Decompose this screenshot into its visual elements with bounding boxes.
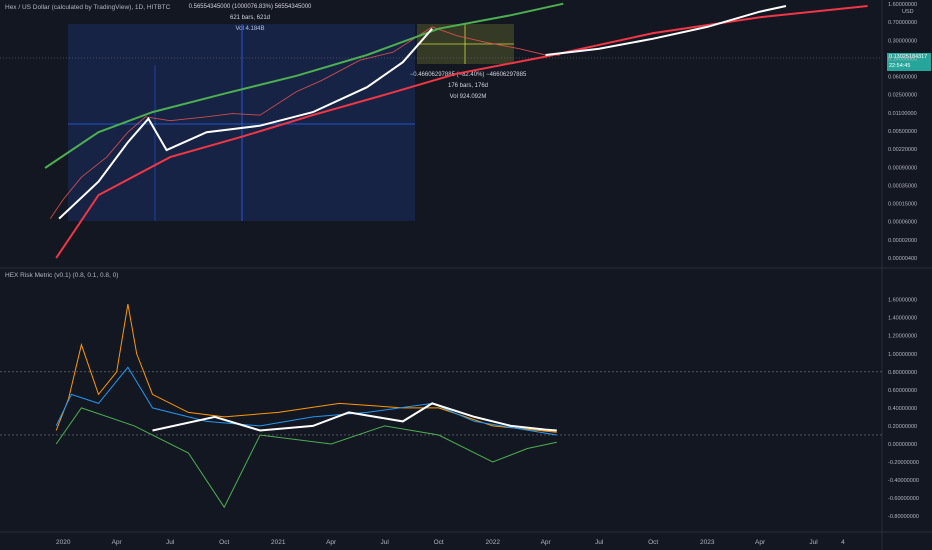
risk-tick-label: 0.60000000 [888,388,917,394]
measure-long-line1: 0.56554345000 (1000076.83%) 56554345000 [188,4,312,10]
price-tick-label: 0.01100000 [888,111,917,117]
risk-tick-label: 1.20000000 [888,334,917,340]
price-tick-label: 0.14000000 [888,56,917,62]
x-tick-label: 2022 [486,539,501,546]
price-line [49,26,560,219]
currency-label: USD [902,9,914,15]
risk-series-line [152,402,557,432]
x-tick-label: Oct [219,539,229,546]
risk-pane[interactable] [0,304,882,509]
price-tick-label: 0.06000000 [888,75,917,81]
chart-title: Hex / US Dollar (calculated by TradingVi… [5,4,171,11]
price-tick-label: 0.00220000 [888,147,917,153]
price-tick-label: 0.02500000 [888,93,917,99]
last-price-time: 22:54:45 [889,62,911,69]
risk-tick-label: 1.40000000 [888,316,917,322]
risk-tick-label: -0.40000000 [888,478,919,484]
risk-tick-label: 0.40000000 [888,406,917,412]
x-tick-label: Apr [112,539,123,546]
axes: 2020 Apr Jul Oct 2021 Apr Jul Oct 2022 Apr Jul Oct 2… [56,2,919,546]
last-price-badge: 0.13025184317 22:54:45 [887,53,931,71]
upper-band-line [44,2,564,169]
x-tick-label: Apr [541,539,552,546]
risk-tick-label: -0.60000000 [888,496,919,502]
price-pane[interactable] [0,2,882,259]
risk-tick-label: 1.00000000 [888,352,917,358]
risk-tick-label: 0.80000000 [888,370,917,376]
x-tick-label: Oct [434,539,444,546]
trend-curve [58,28,433,220]
price-tick-label: 0.00035000 [888,183,917,189]
x-tick-label: Apr [326,539,337,546]
risk-tick-label: -0.80000000 [888,514,919,520]
indicator-title: HEX Risk Metric (v0.1) (0.8, 0.1, 0.8, 0… [5,272,119,279]
measure-long-line2: 621 bars, 621d [229,15,271,21]
x-tick-label: Jul [595,539,604,546]
price-tick-label: 0.00006000 [888,220,917,226]
x-tick-label: 2023 [700,539,715,546]
measure-short-line2: 176 bars, 176d [447,83,489,89]
risk-tick-label: -0.20000000 [888,460,919,466]
x-tick-label: Jul [380,539,389,546]
risk-tick-label: 0.00000000 [888,442,917,448]
price-tick-label: 0.30000000 [888,38,917,44]
x-tick-label: Apr [755,539,766,546]
trend-curve-2 [545,5,787,56]
measure-short-line3: Vol 924.092M [449,94,487,100]
measure-long-line3: Vol 4.184B [235,26,265,32]
x-tick-label: Jul [166,539,175,546]
x-tick-label: 2021 [271,539,286,546]
price-tick-label: 0.00002000 [888,238,917,244]
price-tick-label: 0.00090000 [888,165,917,171]
x-tick-label: Jul [809,539,818,546]
price-tick-label: 0.00000400 [888,256,917,262]
lower-band-line [55,5,868,259]
risk-series-line [55,407,557,509]
last-price-value: 0.13025184317 [889,54,928,60]
price-tick-label: 0.00500000 [888,129,917,135]
risk-tick-label: 1.60000000 [888,298,917,304]
price-tick-label: 0.00015000 [888,202,917,208]
risk-tick-label: 0.20000000 [888,424,917,430]
x-tick-label: 4 [841,539,845,546]
x-tick-label: 2020 [56,539,71,546]
measure-short-line1: −0.46606297885 (−82.40%) −46606297885 [409,72,527,78]
price-tick-label: 0.70000000 [888,20,917,26]
risk-series-line [55,304,557,433]
price-tick-label: 1.60000000 [888,2,917,8]
x-tick-label: Oct [648,539,658,546]
measure-long-box [68,24,415,221]
